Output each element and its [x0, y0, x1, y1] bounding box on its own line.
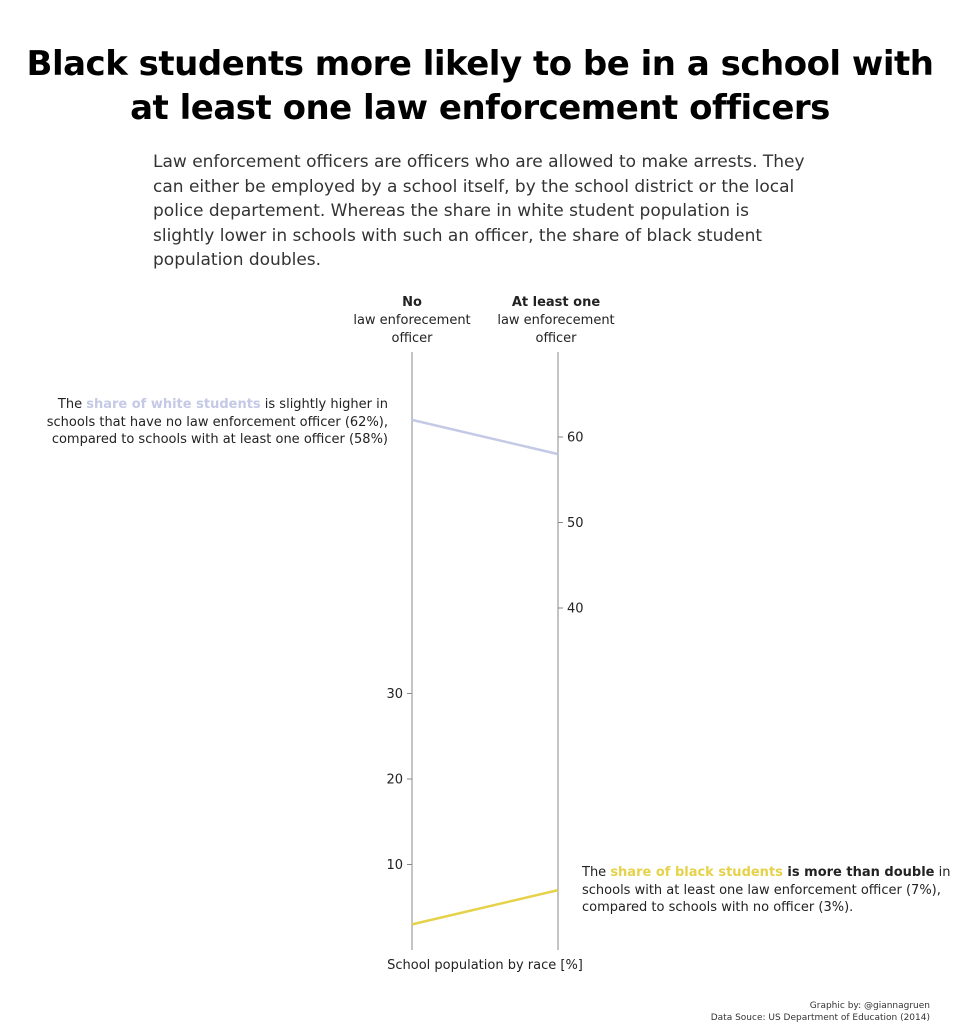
left-tick-label-10: 10 [386, 858, 403, 873]
chart-title: Black students more likely to be in a sc… [0, 42, 960, 130]
category-labels: No law enforecement officer At least one law… [353, 295, 614, 346]
annotation-white-highlight: share of white students [86, 397, 261, 412]
title-line-1: Black students more likely to be in a sc… [26, 44, 934, 84]
category-label-1-title: No [402, 295, 422, 310]
annotation-black-bold: is more than double [782, 865, 935, 880]
axes: 10 20 30 40 50 60 [386, 352, 584, 950]
category-label-2-line3: officer [535, 331, 577, 346]
category-label-2-title: At least one [512, 295, 601, 310]
annotation-white-prefix: The [57, 397, 87, 412]
right-tick-label-50: 50 [567, 516, 584, 531]
annotation-white-rest: is slightly higher in schools that have … [46, 397, 388, 447]
left-tick-label-30: 30 [386, 687, 403, 702]
annotation-black-highlight: share of black students [610, 865, 783, 880]
annotation-white-students: The share of white students is slightly … [18, 396, 388, 449]
right-tick-label-60: 60 [567, 431, 584, 446]
series-line-1 [411, 418, 559, 456]
credits: Graphic by: @giannagruen Data Souce: US … [711, 1000, 930, 1024]
left-tick-label-20: 20 [386, 773, 403, 788]
series-line-2 [411, 888, 559, 926]
credit-author: Graphic by: @giannagruen [809, 1001, 930, 1011]
chart-subtitle: Law enforcement officers are officers wh… [153, 152, 805, 270]
credit-source: Data Souce: US Department of Education (… [710, 1013, 930, 1023]
title-line-2: at least one law enforcement officers [130, 88, 830, 128]
annotation-black-prefix: The [582, 865, 611, 880]
right-tick-label-40: 40 [567, 602, 584, 617]
category-label-1-line2: law enforecement [353, 313, 470, 328]
x-axis-label: School population by race [%] [387, 958, 583, 973]
category-label-1-line3: officer [391, 331, 433, 346]
series-lines [411, 418, 559, 926]
annotation-black-rest: in schools with at least one law enforce… [582, 865, 951, 915]
annotation-black-students: The share of black students is more than… [582, 864, 957, 917]
category-label-2-line2: law enforecement [497, 313, 614, 328]
